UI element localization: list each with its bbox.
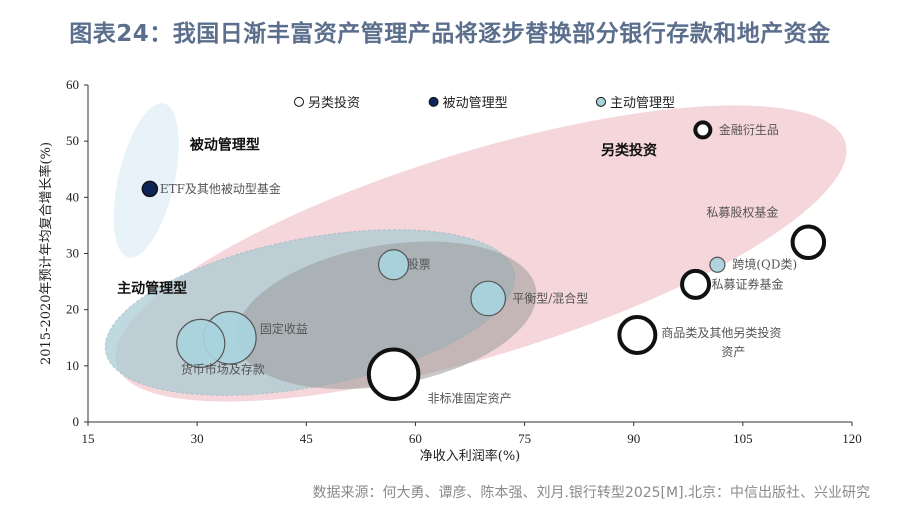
bubble-active <box>709 256 726 273</box>
y-tick-label: 0 <box>73 414 80 429</box>
data-label: 股票 <box>407 258 431 272</box>
legend-label-passive: 被动管理型 <box>443 96 508 111</box>
legend-marker-active <box>595 96 606 107</box>
passive-region <box>113 103 179 258</box>
data-label: 跨境(QD类) <box>732 257 797 272</box>
y-tick-label: 10 <box>66 358 79 373</box>
bubble-passive <box>141 180 159 198</box>
bubble-active <box>470 280 507 317</box>
data-label: 固定收益 <box>260 321 308 336</box>
y-axis-label: 2015-2020年预计年均复合增长率(%) <box>38 142 54 365</box>
overlap-region <box>236 241 537 390</box>
bubble-alternative <box>366 347 421 402</box>
x-tick-label: 105 <box>733 431 753 446</box>
data-label: 商品类及其他另类投资资产 <box>661 325 781 359</box>
data-label: 私募证券基金 <box>712 276 784 291</box>
group-label: 另类投资 <box>601 142 657 159</box>
y-tick-label: 60 <box>66 77 79 92</box>
x-tick-label: 60 <box>409 431 422 446</box>
bubble-alternative <box>790 224 827 261</box>
bubble-active <box>378 249 410 281</box>
bubble-active <box>176 318 226 368</box>
y-tick-label: 30 <box>66 246 79 261</box>
data-label: ETF及其他被动型基金 <box>160 181 281 196</box>
y-tick-label: 50 <box>66 133 79 148</box>
y-tick-label: 40 <box>66 189 79 204</box>
legend-marker-passive <box>428 96 439 107</box>
x-tick-label: 15 <box>82 431 95 446</box>
data-label: 货币市场及存款 <box>181 361 265 376</box>
data-label: 金融衍生品 <box>719 122 779 137</box>
source-note: 数据来源：何大勇、谭彦、陈本强、刘月.银行转型2025[M].北京：中信出版社、… <box>312 485 870 501</box>
y-tick-label: 20 <box>66 302 79 317</box>
legend-label-alternative: 另类投资 <box>308 95 360 111</box>
data-label: 私募股权基金 <box>706 204 778 219</box>
legend-marker-alternative <box>294 96 305 107</box>
data-label: 平衡型/混合型 <box>512 290 588 305</box>
chart-title: 图表24：我国日渐丰富资产管理产品将逐步替换部分银行存款和地产资金 <box>69 21 831 47</box>
group-label: 被动管理型 <box>190 137 260 154</box>
x-tick-label: 45 <box>300 431 313 446</box>
group-label: 主动管理型 <box>117 280 187 297</box>
legend-label-active: 主动管理型 <box>610 96 675 111</box>
data-label: 非标准固定资产 <box>428 390 512 405</box>
bubble-alternative <box>693 120 713 140</box>
x-axis-label: 净收入利润率(%) <box>420 448 521 464</box>
x-tick-label: 90 <box>627 431 640 446</box>
x-tick-label: 120 <box>842 431 862 446</box>
x-tick-label: 30 <box>191 431 204 446</box>
bubble-alternative <box>617 314 658 355</box>
x-tick-label: 75 <box>518 431 531 446</box>
bubble-alternative <box>680 268 712 300</box>
